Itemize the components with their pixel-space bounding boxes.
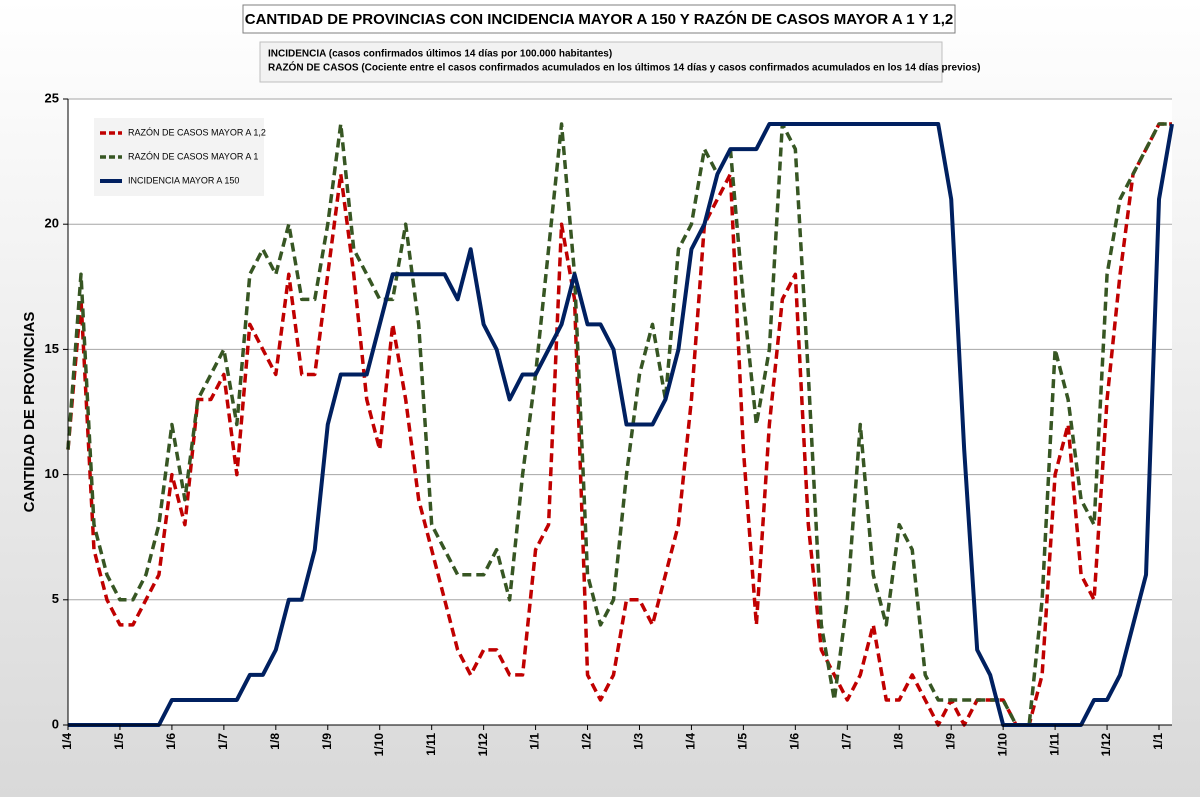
x-tick-label: 1/5 xyxy=(736,733,750,750)
y-tick-label: 0 xyxy=(52,716,59,731)
x-tick-label: 1/4 xyxy=(684,733,698,750)
note-box xyxy=(259,41,943,83)
x-tick-label: 1/3 xyxy=(632,733,646,750)
x-tick-label: 1/1 xyxy=(1151,733,1165,750)
x-tick-label: 1/5 xyxy=(112,733,126,750)
note: RAZÓN DE CASOS (Cociente entre el casos … xyxy=(268,61,980,74)
y-tick-label: 5 xyxy=(52,591,59,606)
title-box xyxy=(242,4,956,34)
x-tick-label: 1/7 xyxy=(839,733,853,750)
y-axis-label: CANTIDAD DE PROVINCIAS xyxy=(21,312,38,513)
y-tick-label: 25 xyxy=(45,90,59,105)
x-tick-label: 1/4 xyxy=(60,733,74,750)
chart-title: CANTIDAD DE PROVINCIAS CON INCIDENCIA MA… xyxy=(245,10,953,28)
x-tick-label: 1/8 xyxy=(268,733,282,750)
y-tick-label: 10 xyxy=(45,466,59,481)
x-tick-label: 1/12 xyxy=(476,733,490,757)
legend xyxy=(94,118,264,196)
series-line xyxy=(66,122,1172,727)
note: INCIDENCIA (casos confirmados últimos 14… xyxy=(268,49,612,60)
x-tick-label: 1/1 xyxy=(528,733,542,750)
x-tick-label: 1/11 xyxy=(1047,733,1061,756)
x-tick-label: 1/6 xyxy=(164,733,178,750)
x-tick-label: 1/11 xyxy=(424,733,438,756)
x-tick-label: 1/10 xyxy=(995,733,1009,757)
x-tick-label: 1/9 xyxy=(320,733,334,750)
x-tick-label: 1/12 xyxy=(1099,733,1113,757)
x-tick-label: 1/2 xyxy=(580,733,594,750)
legend-label: RAZÓN DE CASOS MAYOR A 1,2 xyxy=(128,127,266,137)
x-tick-label: 1/7 xyxy=(216,733,230,750)
legend-label: INCIDENCIA MAYOR A 150 xyxy=(128,175,239,185)
series-line xyxy=(66,122,1172,727)
series-line xyxy=(68,122,1174,727)
x-tick-label: 1/6 xyxy=(788,733,802,750)
x-tick-label: 1/9 xyxy=(943,733,957,750)
legend-label: RAZÓN DE CASOS MAYOR A 1 xyxy=(128,151,258,161)
plot-area xyxy=(68,99,1172,725)
y-tick-label: 15 xyxy=(45,341,59,356)
x-tick-label: 1/10 xyxy=(372,733,386,757)
x-tick-label: 1/8 xyxy=(891,733,905,750)
y-tick-label: 20 xyxy=(45,216,59,231)
